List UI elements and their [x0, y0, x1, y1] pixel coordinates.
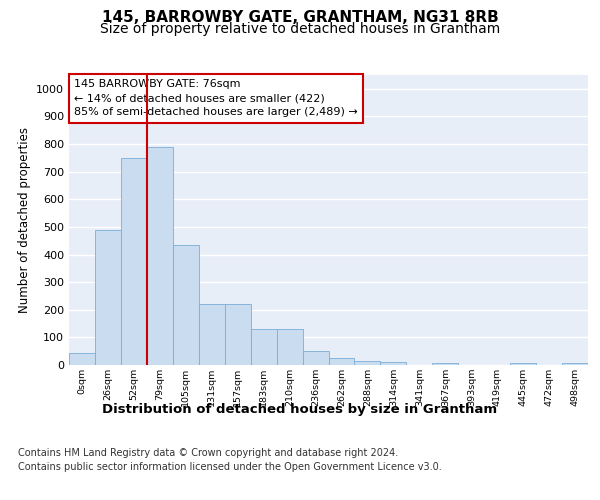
Bar [173, 245, 199, 365]
Text: 145, BARROWBY GATE, GRANTHAM, NG31 8RB: 145, BARROWBY GATE, GRANTHAM, NG31 8RB [101, 10, 499, 25]
Text: 145 BARROWBY GATE: 76sqm
← 14% of detached houses are smaller (422)
85% of semi-: 145 BARROWBY GATE: 76sqm ← 14% of detach… [74, 80, 358, 118]
Text: Size of property relative to detached houses in Grantham: Size of property relative to detached ho… [100, 22, 500, 36]
Text: Distribution of detached houses by size in Grantham: Distribution of detached houses by size … [103, 402, 497, 415]
Bar [380, 362, 406, 365]
Bar [355, 361, 380, 365]
Bar [251, 329, 277, 365]
Bar [510, 363, 536, 365]
Bar [329, 358, 355, 365]
Bar [121, 158, 147, 365]
Bar [433, 363, 458, 365]
Bar [302, 350, 329, 365]
Text: Contains HM Land Registry data © Crown copyright and database right 2024.
Contai: Contains HM Land Registry data © Crown c… [18, 448, 442, 471]
Bar [147, 147, 173, 365]
Bar [225, 304, 251, 365]
Bar [199, 304, 224, 365]
Bar [562, 363, 588, 365]
Y-axis label: Number of detached properties: Number of detached properties [17, 127, 31, 313]
Bar [95, 230, 121, 365]
Bar [277, 329, 302, 365]
Bar [69, 354, 95, 365]
